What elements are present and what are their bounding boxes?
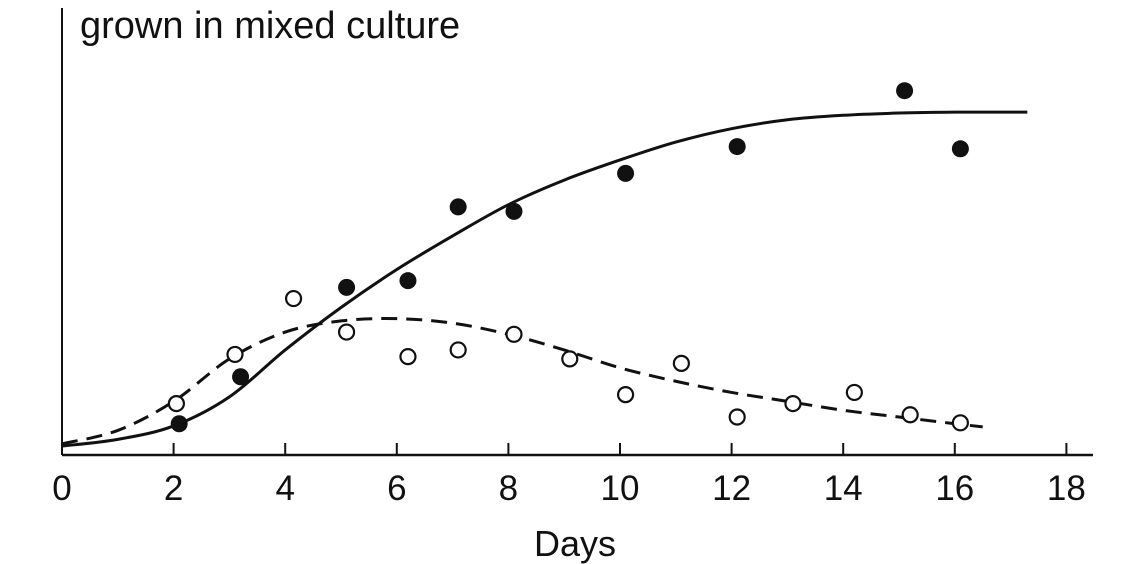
filled-data-point: [896, 82, 914, 100]
open-data-point: [167, 394, 185, 413]
filled-data-point: [728, 138, 746, 156]
solid-fit-curve: [61, 110, 1028, 448]
filled-data-point: [951, 140, 969, 158]
open-data-point: [728, 408, 746, 426]
open-data-point: [337, 323, 356, 341]
open-data-point: [226, 345, 244, 364]
filled-data-point: [449, 198, 467, 216]
x-axis-label: Days: [534, 523, 616, 564]
x-tick-label: 0: [52, 469, 71, 508]
open-data-point: [284, 289, 303, 308]
open-data-point: [784, 394, 802, 413]
open-data-point: [561, 350, 579, 368]
open-data-point: [616, 386, 635, 404]
x-tick-label: 12: [712, 469, 751, 508]
fit-curves: [61, 110, 1028, 448]
filled-data-point: [505, 202, 523, 220]
filled-data-point: [338, 278, 356, 296]
filled-data-point: [170, 415, 188, 433]
x-tick-label: 16: [935, 469, 974, 508]
x-tick-label: 10: [601, 469, 640, 508]
open-data-point: [845, 383, 863, 402]
filled-data-point: [617, 164, 635, 182]
x-tick-label: 14: [824, 469, 863, 508]
x-tick-label: 2: [164, 469, 183, 508]
x-tick-label: 18: [1047, 469, 1086, 508]
open-data-point: [672, 354, 690, 372]
x-tick-label: 8: [499, 469, 518, 508]
x-tick-label: 6: [387, 469, 406, 508]
open-data-point: [399, 348, 417, 366]
x-axis-ticks: 0 2 4 6 8 10 12 14 16 18: [52, 443, 1086, 508]
dashed-fit-curve: [61, 317, 983, 446]
chart-title: grown in mixed culture: [80, 5, 460, 47]
open-data-point: [505, 325, 523, 343]
filled-data-point: [399, 272, 417, 290]
open-data-point: [449, 341, 467, 359]
x-tick-label: 4: [275, 469, 294, 508]
filled-data-point: [232, 368, 250, 386]
open-data-point: [901, 406, 919, 424]
open-data-point: [951, 414, 969, 432]
data-points: [167, 82, 969, 433]
